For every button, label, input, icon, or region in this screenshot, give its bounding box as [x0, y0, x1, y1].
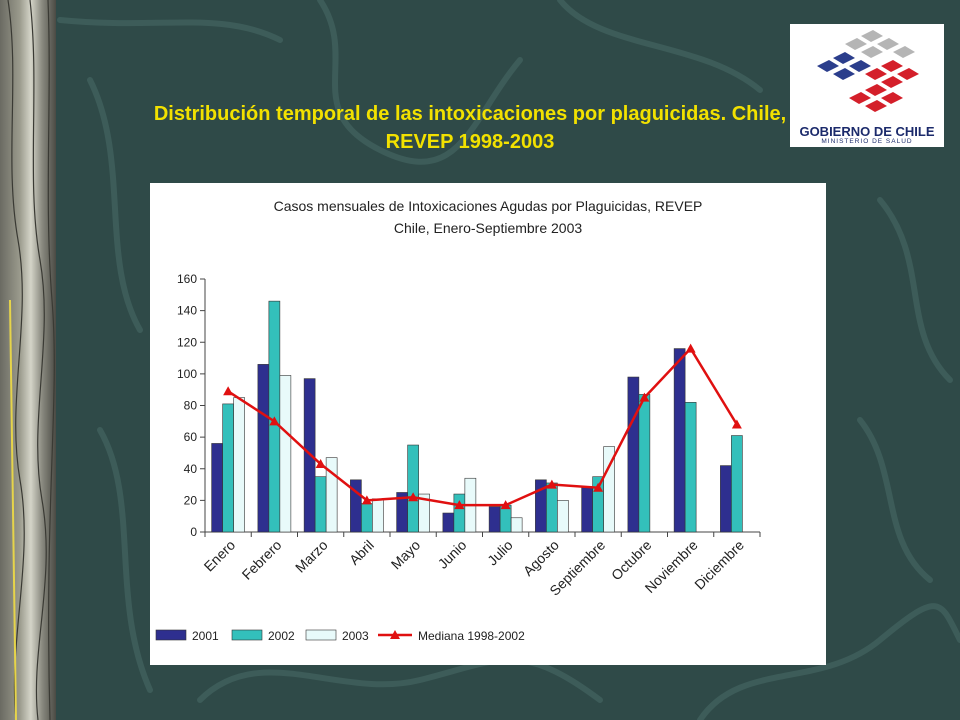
median-point-Junio — [454, 500, 465, 510]
y-tick-label: 80 — [184, 399, 198, 413]
chart-panel: Casos mensuales de Intoxicaciones Agudas… — [150, 183, 826, 665]
bar-2001-Diciembre — [720, 465, 732, 533]
y-tick-label: 60 — [184, 430, 198, 444]
bar-2003-Agosto — [557, 500, 569, 533]
bar-line-chart: Casos mensuales de Intoxicaciones Agudas… — [155, 198, 761, 643]
x-tick-label: Febrero — [239, 537, 285, 583]
bar-2002-Noviembre — [684, 402, 697, 533]
x-tick-label: Abril — [346, 537, 377, 568]
median-point-Enero — [223, 386, 234, 396]
bar-2002-Marzo — [314, 476, 327, 533]
bar-2003-Julio — [510, 517, 523, 533]
bar-2001-Julio — [488, 506, 501, 533]
bar-2002-Abril — [361, 503, 373, 533]
median-line — [227, 346, 738, 507]
x-tick-label: Mayo — [388, 537, 424, 573]
legend-swatch-2003 — [305, 629, 337, 641]
legend-marker-median — [390, 630, 400, 639]
median-point-Febrero — [269, 416, 280, 426]
x-tick-label: Marzo — [292, 537, 331, 576]
x-tick-label: Enero — [201, 537, 239, 575]
legend-label: 2003 — [342, 629, 369, 643]
bar-2001-Septiembre — [581, 487, 593, 533]
left-decorative-strip — [0, 0, 56, 720]
legend-swatch-2002 — [231, 629, 263, 641]
y-tick-label: 120 — [177, 335, 197, 349]
bar-2002-Octubre — [638, 394, 651, 533]
bar-2001-Enero — [211, 443, 223, 533]
bar-2003-Febrero — [279, 375, 292, 533]
legend-label: 2001 — [192, 629, 219, 643]
x-tick-label: Octubre — [608, 537, 655, 584]
bar-2001-Noviembre — [673, 348, 686, 533]
median-point-Agosto — [546, 479, 557, 489]
chart-axes — [200, 278, 761, 537]
chart-legend: 2001 2002 2003 Mediana 1998-2002 — [155, 629, 525, 643]
y-tick-label: 20 — [184, 493, 198, 507]
y-tick-label: 160 — [177, 272, 197, 286]
y-axis-labels: 0 20 40 60 80 100 120 140 160 — [177, 272, 197, 539]
legend-label: 2002 — [268, 629, 295, 643]
bar-2001-Febrero — [257, 364, 270, 533]
chart-title: Casos mensuales de Intoxicaciones Agudas… — [274, 198, 703, 214]
logo-sub-text: MINISTERIO DE SALUD — [821, 138, 913, 145]
bar-2003-Mayo — [418, 493, 430, 533]
gobierno-de-chile-logo: GOBIERNO DE CHILE MINISTERIO DE SALUD — [790, 24, 944, 147]
median-line-series — [223, 343, 742, 510]
bar-2003-Marzo — [325, 457, 338, 533]
chart-subtitle: Chile, Enero-Septiembre 2003 — [394, 220, 583, 236]
logo-mark — [817, 30, 919, 112]
x-tick-label: Diciembre — [691, 537, 747, 593]
x-tick-label: Julio — [484, 537, 516, 569]
median-point-Julio — [500, 500, 511, 510]
legend-label: Mediana 1998-2002 — [418, 629, 525, 643]
bar-2002-Enero — [222, 403, 234, 533]
x-axis-labels: Enero Febrero Marzo Abril Mayo Junio Julio Agos… — [201, 537, 748, 599]
median-point-Septiembre — [593, 482, 604, 492]
bar-2003-Abril — [372, 498, 384, 533]
bar-2002-Diciembre — [731, 435, 743, 533]
y-tick-label: 40 — [184, 462, 198, 476]
median-point-Octubre — [639, 392, 650, 402]
median-point-Marzo — [315, 459, 326, 469]
bar-2003-Enero — [233, 397, 245, 533]
median-point-Diciembre — [731, 419, 742, 429]
x-tick-label: Junio — [435, 537, 470, 572]
logo-main-text: GOBIERNO DE CHILE — [799, 124, 935, 139]
median-point-Abril — [361, 495, 372, 505]
bar-2002-Mayo — [407, 444, 419, 533]
y-tick-label: 0 — [190, 525, 197, 539]
y-tick-label: 140 — [177, 304, 197, 318]
bar-2002-Junio — [453, 493, 466, 533]
bar-2001-Junio — [442, 512, 455, 533]
bar-2001-Octubre — [627, 376, 640, 533]
median-point-Mayo — [408, 492, 419, 502]
legend-swatch-2001 — [155, 629, 187, 641]
bar-2003-Septiembre — [603, 446, 615, 533]
bar-2002-Julio — [499, 504, 512, 533]
chart-bars — [211, 300, 743, 533]
slide-title: Distribución temporal de las intoxicacio… — [153, 103, 787, 153]
y-tick-label: 100 — [177, 367, 197, 381]
median-point-Noviembre — [685, 343, 696, 353]
bar-2002-Agosto — [546, 482, 558, 533]
x-tick-label: Agosto — [520, 537, 562, 579]
